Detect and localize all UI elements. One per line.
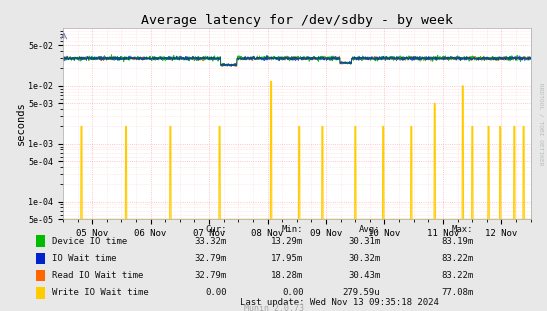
Text: Max:: Max: — [452, 225, 473, 234]
Text: 33.32m: 33.32m — [195, 237, 227, 246]
Text: Min:: Min: — [282, 225, 304, 234]
Text: 30.32m: 30.32m — [348, 254, 380, 263]
Text: 18.28m: 18.28m — [271, 271, 304, 280]
Text: 17.95m: 17.95m — [271, 254, 304, 263]
Title: Average latency for /dev/sdby - by week: Average latency for /dev/sdby - by week — [141, 14, 453, 27]
Text: 30.31m: 30.31m — [348, 237, 380, 246]
Text: 13.29m: 13.29m — [271, 237, 304, 246]
Text: 83.22m: 83.22m — [441, 254, 473, 263]
Text: 32.79m: 32.79m — [195, 271, 227, 280]
Text: Write IO Wait time: Write IO Wait time — [52, 288, 149, 297]
Text: Cur:: Cur: — [206, 225, 227, 234]
Text: RRDTOOL / TOBI OETIKER: RRDTOOL / TOBI OETIKER — [538, 83, 543, 166]
Text: 0.00: 0.00 — [282, 288, 304, 297]
Text: Read IO Wait time: Read IO Wait time — [52, 271, 143, 280]
Text: 83.19m: 83.19m — [441, 237, 473, 246]
Text: Munin 2.0.73: Munin 2.0.73 — [243, 304, 304, 311]
Text: Avg:: Avg: — [359, 225, 380, 234]
Text: IO Wait time: IO Wait time — [52, 254, 117, 263]
Text: 77.08m: 77.08m — [441, 288, 473, 297]
Y-axis label: seconds: seconds — [15, 102, 25, 146]
Text: 32.79m: 32.79m — [195, 254, 227, 263]
Text: 0.00: 0.00 — [206, 288, 227, 297]
Text: 279.59u: 279.59u — [342, 288, 380, 297]
Text: 30.43m: 30.43m — [348, 271, 380, 280]
Text: Last update: Wed Nov 13 09:35:18 2024: Last update: Wed Nov 13 09:35:18 2024 — [240, 298, 439, 307]
Text: Device IO time: Device IO time — [52, 237, 127, 246]
Text: 83.22m: 83.22m — [441, 271, 473, 280]
